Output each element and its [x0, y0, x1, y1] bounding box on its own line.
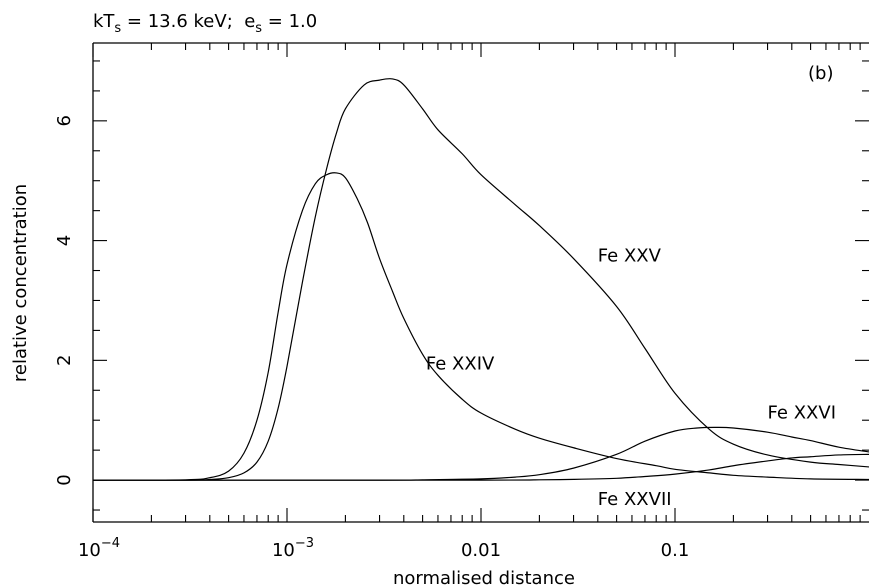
x-tick-label: 0.1 — [661, 540, 690, 561]
chart-title: kTs = 13.6 keV; es = 1.0 — [93, 11, 317, 36]
series-line-fe-xxiv — [92, 172, 869, 481]
series-line-fe-xxv — [92, 78, 869, 481]
series-line-fe-xxvii — [92, 453, 869, 481]
y-tick-label: 4 — [54, 235, 75, 246]
tick-label-layer: 10−4 10−3 0.01 0.1 0 2 4 6 — [54, 115, 689, 561]
series-line-fe-xxvi — [92, 426, 869, 481]
title-es-value: = 1.0 — [262, 11, 317, 32]
series-label-fe-xxvii: Fe XXVII — [598, 489, 672, 510]
panel-label: (b) — [808, 63, 833, 84]
series-label-fe-xxiv: Fe XXIV — [426, 353, 495, 374]
title-es-sub: s — [255, 21, 262, 36]
series-label-fe-xxvi: Fe XXVI — [768, 402, 836, 423]
series-label-layer: Fe XXIV Fe XXV Fe XXVI Fe XXVII — [426, 246, 836, 511]
y-axis-label: relative concentration — [10, 184, 31, 382]
x-axis-label: normalised distance — [393, 568, 575, 588]
y-tick-label: 2 — [54, 355, 75, 366]
title-kt: kT — [93, 11, 115, 32]
title-kt-value: = 13.6 keV; — [121, 11, 244, 32]
x-tick-label: 10−3 — [272, 536, 314, 561]
title-kt-sub: s — [114, 21, 121, 36]
tick-layer — [92, 43, 869, 522]
series-layer — [92, 78, 869, 481]
x-tick-label: 10−4 — [78, 536, 120, 561]
title-es: e — [244, 11, 255, 32]
y-tick-label: 0 — [54, 474, 75, 485]
x-tick-label: 0.01 — [461, 540, 501, 561]
y-tick-label: 6 — [54, 115, 75, 126]
series-label-fe-xxv: Fe XXV — [598, 246, 662, 267]
